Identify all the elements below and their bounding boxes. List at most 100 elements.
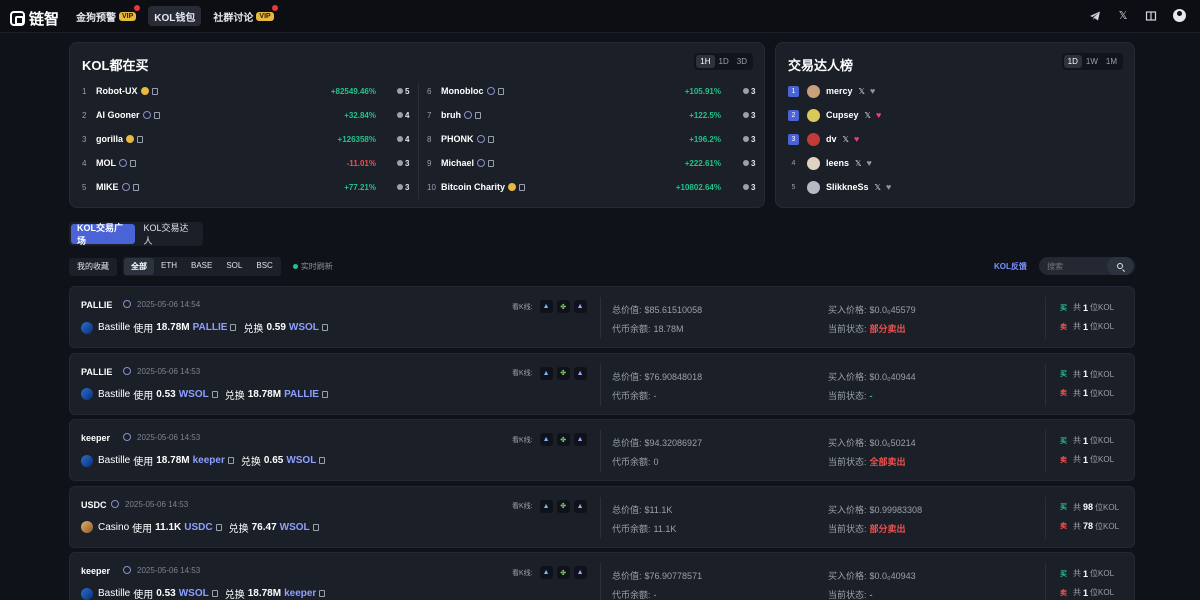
sell-kols[interactable]: 卖共 1 位KOL xyxy=(1060,454,1114,465)
trade-card[interactable]: PALLIE 2025-05-06 14:54 Bastille 使用 18.78M PA… xyxy=(69,286,1135,348)
buy-kols[interactable]: 买共 1 位KOL xyxy=(1060,568,1114,579)
range-1m[interactable]: 1M xyxy=(1105,57,1117,66)
spend-token[interactable]: USDC xyxy=(184,521,213,533)
receive-token[interactable]: WSOL xyxy=(286,455,317,466)
user-avatar-icon[interactable] xyxy=(1173,9,1186,22)
kol-token-row[interactable]: 2 AI Gooner +32.84% 4 xyxy=(82,105,412,125)
chain-bsc[interactable]: BSC xyxy=(256,261,273,270)
trade-card[interactable]: USDC 2025-05-06 14:53 Casino 使用 11.1K USDC 兑换 7… xyxy=(69,485,1135,548)
heart-icon[interactable]: ♥ xyxy=(866,158,872,168)
book-icon[interactable] xyxy=(1145,10,1157,22)
chart-app-icon[interactable]: ▲ xyxy=(539,433,553,446)
kol-token-row[interactable]: 4 MOL -11.01% 3 xyxy=(82,153,412,173)
kol-token-row[interactable]: 5 MIKE +77.21% 3 xyxy=(82,177,412,197)
mountain-app-icon[interactable]: ▲ xyxy=(573,433,587,446)
heart-icon[interactable]: ♥ xyxy=(869,86,876,96)
x-twitter-icon[interactable]: 𝕏 xyxy=(874,182,881,192)
trade-card[interactable]: PALLIE 2025-05-06 14:53 Bastille 使用 0.53 WSOL… xyxy=(69,352,1135,415)
mountain-app-icon[interactable]: ▲ xyxy=(573,499,587,513)
copy-icon[interactable] xyxy=(153,111,160,119)
copy-icon[interactable] xyxy=(230,324,237,331)
my-favorites-button[interactable]: 我的收藏 xyxy=(69,257,117,276)
x-twitter-icon[interactable]: 𝕏 xyxy=(1118,9,1128,22)
range-3d[interactable]: 3D xyxy=(736,57,747,66)
x-twitter-icon[interactable]: 𝕏 xyxy=(842,134,849,144)
mountain-app-icon[interactable]: ▲ xyxy=(573,366,587,380)
copy-icon[interactable] xyxy=(487,135,494,143)
buy-kols[interactable]: 买共 1 位KOL xyxy=(1060,302,1114,313)
buy-kols[interactable]: 买共 1 位KOL xyxy=(1060,435,1114,446)
copy-icon[interactable] xyxy=(497,87,504,95)
copy-icon[interactable] xyxy=(312,523,319,531)
frog-app-icon[interactable]: ✤ xyxy=(556,300,570,313)
range-1h[interactable]: 1H xyxy=(696,55,715,68)
search-input[interactable] xyxy=(1039,261,1107,271)
spend-token[interactable]: WSOL xyxy=(178,588,209,599)
kol-token-row[interactable]: 10 Bitcoin Charity +10802.64% 3 xyxy=(427,177,757,197)
receive-token[interactable]: keeper xyxy=(284,588,317,599)
trader-row[interactable]: 2 Cupsey 𝕏 ♥ xyxy=(788,105,881,125)
trader-row[interactable]: 5 SlikkneSs 𝕏 ♥ xyxy=(788,177,891,197)
range-1d[interactable]: 1D xyxy=(1063,55,1082,68)
nav-community[interactable]: 社群讨论 VIP xyxy=(207,5,279,26)
sell-kols[interactable]: 卖共 1 位KOL xyxy=(1060,321,1114,332)
spend-token[interactable]: WSOL xyxy=(178,388,209,400)
copy-icon[interactable] xyxy=(321,390,328,398)
copy-icon[interactable] xyxy=(475,111,481,119)
tab-kol-traders[interactable]: KOL交易达人 xyxy=(143,223,189,246)
copy-icon[interactable] xyxy=(321,324,328,331)
x-twitter-icon[interactable]: 𝕏 xyxy=(858,86,865,96)
trader-name[interactable]: Bastille xyxy=(98,388,131,400)
copy-icon[interactable] xyxy=(130,159,136,167)
nav-gold-alert[interactable]: 金狗预警 VIP xyxy=(70,5,142,26)
sell-kols[interactable]: 卖共 78 位KOL xyxy=(1060,521,1119,532)
kol-token-row[interactable]: 6 Monobloc +105.91% 3 xyxy=(427,81,757,101)
copy-icon[interactable] xyxy=(319,457,326,464)
nav-kol-wallet[interactable]: KOL钱包 xyxy=(148,6,202,26)
chain-sol[interactable]: SOL xyxy=(226,261,243,270)
chain-eth[interactable]: ETH xyxy=(161,261,177,270)
receive-token[interactable]: WSOL xyxy=(279,521,310,533)
x-twitter-icon[interactable]: 𝕏 xyxy=(864,110,871,120)
frog-app-icon[interactable]: ✤ xyxy=(556,566,570,579)
receive-token[interactable]: WSOL xyxy=(288,322,319,333)
copy-icon[interactable] xyxy=(151,87,158,95)
copy-icon[interactable] xyxy=(488,159,495,167)
sell-kols[interactable]: 卖共 1 位KOL xyxy=(1060,587,1114,598)
spend-token[interactable]: PALLIE xyxy=(192,322,228,333)
trader-name[interactable]: Bastille xyxy=(98,588,131,599)
copy-icon[interactable] xyxy=(319,590,326,597)
range-1w[interactable]: 1W xyxy=(1085,57,1098,66)
spend-token[interactable]: keeper xyxy=(192,455,225,466)
trade-card[interactable]: keeper 2025-05-06 14:53 Bastille 使用 18.78M ke… xyxy=(69,419,1135,481)
chart-app-icon[interactable]: ▲ xyxy=(539,566,553,579)
kol-feedback-link[interactable]: KOL反馈 xyxy=(994,262,1027,271)
kol-token-row[interactable]: 8 PHONK +196.2% 3 xyxy=(427,129,757,149)
copy-icon[interactable] xyxy=(132,183,139,191)
kol-token-row[interactable]: 3 gorilla +126358% 4 xyxy=(82,129,412,149)
receive-token[interactable]: PALLIE xyxy=(284,388,319,400)
chain-base[interactable]: BASE xyxy=(191,261,213,270)
trader-row[interactable]: 3 dv 𝕏 ♥ xyxy=(788,129,859,149)
heart-icon[interactable]: ♥ xyxy=(875,110,882,120)
trader-name[interactable]: Bastille xyxy=(98,322,131,333)
trader-name[interactable]: Bastille xyxy=(98,455,131,466)
kol-token-row[interactable]: 1 Robot-UX +82549.46% 5 xyxy=(82,81,412,101)
copy-icon[interactable] xyxy=(519,183,526,191)
copy-icon[interactable] xyxy=(215,523,222,531)
copy-icon[interactable] xyxy=(211,590,218,597)
chain-all[interactable]: 全部 xyxy=(124,258,154,275)
range-1d[interactable]: 1D xyxy=(718,57,729,66)
frog-app-icon[interactable]: ✤ xyxy=(556,499,570,513)
buy-kols[interactable]: 买共 1 位KOL xyxy=(1060,369,1114,380)
trade-card[interactable]: keeper 2025-05-06 14:53 Bastille 使用 0.53 WSOL… xyxy=(69,552,1135,600)
mountain-app-icon[interactable]: ▲ xyxy=(573,566,587,579)
copy-icon[interactable] xyxy=(211,390,218,398)
telegram-icon[interactable] xyxy=(1089,10,1101,22)
copy-icon[interactable] xyxy=(227,457,234,464)
trader-row[interactable]: 4 leens 𝕏 ♥ xyxy=(788,153,872,173)
copy-icon[interactable] xyxy=(137,135,144,143)
chart-app-icon[interactable]: ▲ xyxy=(539,499,553,513)
tab-kol-trade-plaza[interactable]: KOL交易广场 xyxy=(71,223,136,246)
live-refresh-indicator[interactable]: 实时刷新 xyxy=(293,261,333,272)
